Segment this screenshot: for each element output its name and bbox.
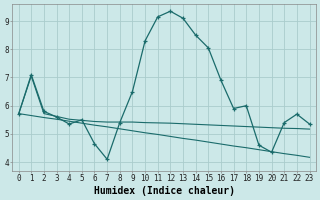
X-axis label: Humidex (Indice chaleur): Humidex (Indice chaleur) xyxy=(93,186,235,196)
